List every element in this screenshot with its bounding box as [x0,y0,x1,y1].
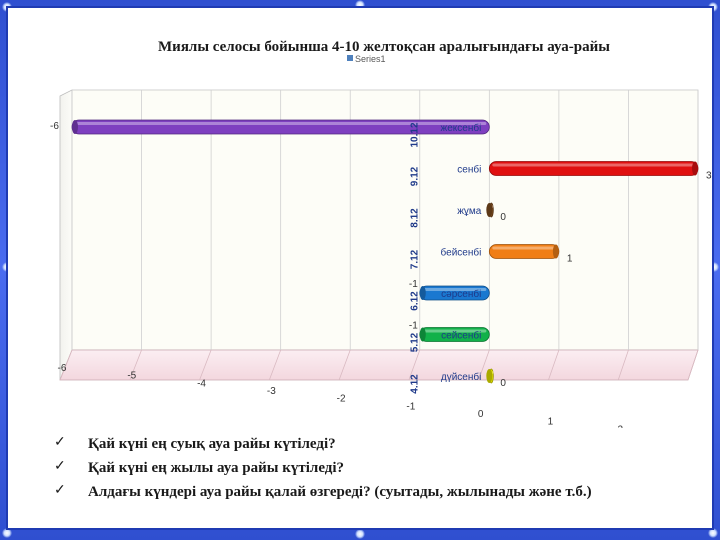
floor-gridline [478,349,490,381]
x-tick-label: -5 [127,371,136,382]
side-wall [59,89,73,381]
question-text: Қай күні ең суық ауа райы күтіледі? [88,436,336,452]
bar-highlight [75,122,487,125]
bar-end-cap [692,161,698,176]
x-tick-label: 0 [478,409,484,420]
x-tick-label: 1 [548,417,554,428]
checkmark-icon: ✓ [54,459,66,474]
chart-title: Миялы селосы бойынша 4-10 желтоқсан арал… [158,39,610,55]
day-label: жұма [457,206,482,217]
top-sparkle-icon [355,0,365,10]
data-label: 0 [500,378,506,389]
legend-label: Series1 [355,54,386,64]
question-text: Алдағы күндері ауа райы қалай өзгереді? … [88,484,592,500]
floor-gridline [408,349,421,381]
bar-highlight [422,329,487,333]
bar-end-cap [72,120,78,134]
slide-panel: Миялы селосы бойынша 4-10 желтоқсан арал… [6,6,714,530]
floor-gridline [199,349,212,381]
question-1: ✓ Қай күні ең суық ауа райы күтіледі? [54,434,688,454]
floor-gridline [617,349,629,381]
day-label: сәрсенбі [441,288,481,300]
question-2: ✓ Қай күні ең жылы ауа райы күтіледі? [54,458,688,478]
data-label: 0 [500,212,506,223]
side-sparkle-icon [709,262,719,272]
question-3: ✓ Алдағы күндері ауа райы қалай өзгереді… [54,482,688,502]
x-tick-label: -2 [337,394,346,405]
category-label: 4.12 [409,374,420,394]
weather-bar-chart: Миялы селосы бойынша 4-10 желтоқсан арал… [50,39,712,428]
data-label: -1 [409,279,418,290]
bar-highlight [492,205,494,208]
data-label: -1 [409,321,418,332]
category-label: 9.12 [409,166,420,186]
checkmark-icon: ✓ [54,435,66,450]
question-text: Қай күні ең жылы ауа райы күтіледі? [88,460,345,476]
legend: Series1 [347,54,386,64]
day-label: сейсенбі [441,330,481,342]
legend-swatch [347,55,353,61]
day-label: бейсенбі [441,247,482,259]
bar-end-cap [486,203,493,217]
bar-end-cap [419,286,426,300]
bar-highlight [492,371,494,374]
bar-end-cap [552,244,559,259]
x-tick-label: -1 [406,401,415,412]
bar-end-cap [419,327,426,342]
data-label: -6 [50,121,59,132]
category-label: 6.12 [409,291,420,311]
corner-sparkle-icon [708,528,718,538]
bar-highlight [422,288,487,291]
day-label: сенбі [457,164,481,176]
bar-highlight [492,246,556,250]
bottom-sparkle-icon [355,529,365,539]
x-tick-label: -6 [58,363,67,374]
x-tick-label: 2 [617,424,623,428]
category-label: 7.12 [409,249,420,269]
bar-end-cap [486,369,493,383]
x-tick-label: -4 [197,378,206,389]
x-tick-label: -3 [267,386,276,397]
category-label: 10.12 [409,122,420,147]
floor-gridline [129,349,142,381]
floor-gridline [687,349,699,381]
floor-gridline [548,349,560,381]
floor-gridline [268,349,282,381]
data-label: 1 [567,254,573,265]
category-label: 5.12 [409,332,420,352]
day-label: жексенбі [441,122,482,134]
data-label: 3 [706,171,712,182]
floor-gridline [59,349,73,381]
floor-gridline [338,349,351,381]
day-label: дүйсенбі [441,371,481,383]
checkmark-icon: ✓ [54,483,66,498]
bar-highlight [492,163,695,167]
corner-sparkle-icon [2,528,12,538]
floor [59,349,699,381]
category-label: 8.12 [409,208,420,228]
